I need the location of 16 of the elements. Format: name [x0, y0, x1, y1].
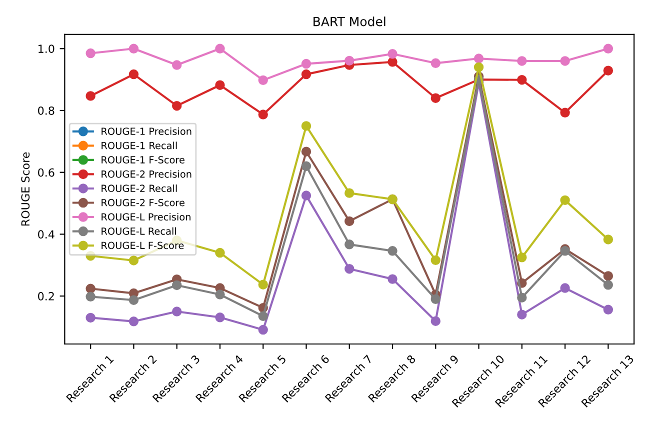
legend-label: ROUGE-1 F-Score	[102, 156, 184, 164]
y-tick-label: 0.8	[38, 106, 54, 115]
legend-label: ROUGE-L F-Score	[102, 242, 184, 250]
y-tick-label: 0.2	[38, 292, 54, 300]
legend-label: ROUGE-2 Precision	[102, 170, 192, 178]
legend-label: ROUGE-2 Recall	[102, 184, 177, 192]
legend-label: ROUGE-L Recall	[102, 227, 176, 235]
y-tick-label: 1.0	[38, 44, 54, 54]
legend-label: ROUGE-2 F-Score	[102, 198, 184, 206]
legend-label: ROUGE-1 Recall	[102, 142, 177, 150]
legend-label: ROUGE-1 Precision	[102, 127, 192, 135]
y-axis-title: ROUGE Score	[21, 152, 30, 226]
y-tick-label: 0.6	[38, 168, 54, 177]
chart-title: BART Model	[314, 16, 386, 26]
legend-label: ROUGE-L Precision	[102, 213, 190, 221]
y-tick-label: 0.4	[38, 230, 54, 239]
